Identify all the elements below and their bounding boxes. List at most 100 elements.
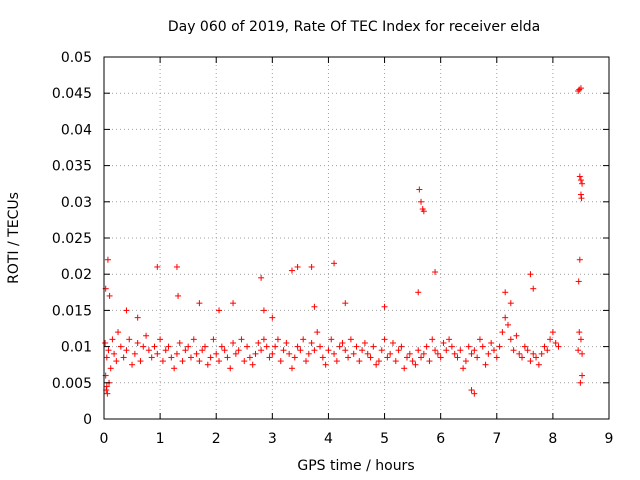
data-point (113, 358, 120, 365)
data-point (162, 347, 169, 354)
data-point (196, 358, 203, 365)
data-point (426, 358, 433, 365)
data-point (443, 347, 450, 354)
data-point (513, 332, 520, 339)
data-point (429, 336, 436, 343)
data-point (389, 339, 396, 346)
data-point (171, 365, 178, 372)
data-point (308, 263, 315, 270)
data-point (196, 300, 203, 307)
data-point (216, 358, 223, 365)
x-tick-label: 5 (380, 431, 389, 447)
x-axis-title: GPS time / hours (297, 458, 414, 474)
data-point (378, 347, 385, 354)
data-point (370, 343, 377, 350)
data-point (524, 347, 531, 354)
data-point (577, 85, 584, 92)
data-point (579, 350, 586, 357)
data-point (117, 343, 124, 350)
x-tick-labels: 0 1 2 3 4 5 6 7 8 9 (100, 431, 614, 447)
data-point (179, 358, 186, 365)
data-point (384, 354, 391, 361)
data-point (154, 350, 161, 357)
data-point (398, 343, 405, 350)
data-point (579, 180, 586, 187)
x-tick-label: 8 (548, 431, 557, 447)
data-point (173, 263, 180, 270)
data-point (502, 289, 509, 296)
data-point (123, 307, 130, 314)
data-point (216, 307, 223, 314)
data-point (105, 347, 112, 354)
x-tick-label: 0 (100, 431, 109, 447)
data-point (342, 347, 349, 354)
data-point (106, 292, 113, 299)
data-point (103, 383, 110, 390)
data-point (182, 347, 189, 354)
data-point (454, 354, 461, 361)
data-point (418, 354, 425, 361)
y-tick-label: 0.025 (52, 231, 92, 247)
data-point (541, 343, 548, 350)
data-point (432, 347, 439, 354)
data-point (535, 361, 542, 368)
grid-lines (104, 57, 609, 419)
data-point (547, 336, 554, 343)
data-point (404, 354, 410, 361)
x-tick-label: 6 (436, 431, 445, 447)
data-point (578, 195, 585, 202)
data-point (109, 336, 116, 343)
data-point (373, 361, 380, 368)
x-tick-label: 7 (492, 431, 501, 447)
data-point (434, 350, 441, 357)
data-point (493, 354, 500, 361)
data-point (227, 365, 234, 372)
data-point (530, 350, 537, 357)
data-point (575, 88, 582, 95)
y-tick-label: 0.03 (61, 195, 92, 211)
data-point (533, 354, 540, 361)
data-point (409, 358, 416, 365)
data-point (314, 329, 321, 336)
x-tick-label: 1 (156, 431, 165, 447)
y-tick-label: 0.02 (61, 267, 92, 283)
data-point (322, 361, 329, 368)
data-point (479, 343, 486, 350)
data-point (577, 379, 584, 386)
data-point (294, 263, 301, 270)
data-point (193, 350, 200, 357)
data-point (468, 387, 475, 394)
data-point (154, 263, 161, 270)
data-point (415, 347, 422, 354)
data-point (272, 343, 279, 350)
data-point (207, 354, 214, 361)
data-point (412, 361, 419, 368)
data-point (521, 343, 528, 350)
data-point (269, 350, 276, 357)
data-point (577, 336, 584, 343)
data-point (317, 343, 324, 350)
data-point (102, 339, 109, 346)
data-point (241, 358, 248, 365)
x-tick-label: 9 (605, 431, 614, 447)
data-point (246, 354, 253, 361)
y-tick-label: 0 (83, 412, 92, 428)
data-point (488, 339, 495, 346)
data-point (111, 350, 118, 357)
data-point (416, 186, 423, 193)
data-point (173, 350, 180, 357)
data-point (148, 354, 155, 361)
data-point (291, 354, 298, 361)
data-point (555, 343, 562, 350)
data-point (356, 358, 363, 365)
data-point (367, 354, 374, 361)
data-point (381, 303, 388, 310)
data-point (103, 354, 110, 361)
data-point (576, 256, 583, 263)
data-point (420, 208, 427, 215)
data-point (474, 354, 481, 361)
data-point (175, 292, 182, 299)
data-point (476, 336, 483, 343)
data-point (544, 347, 551, 354)
